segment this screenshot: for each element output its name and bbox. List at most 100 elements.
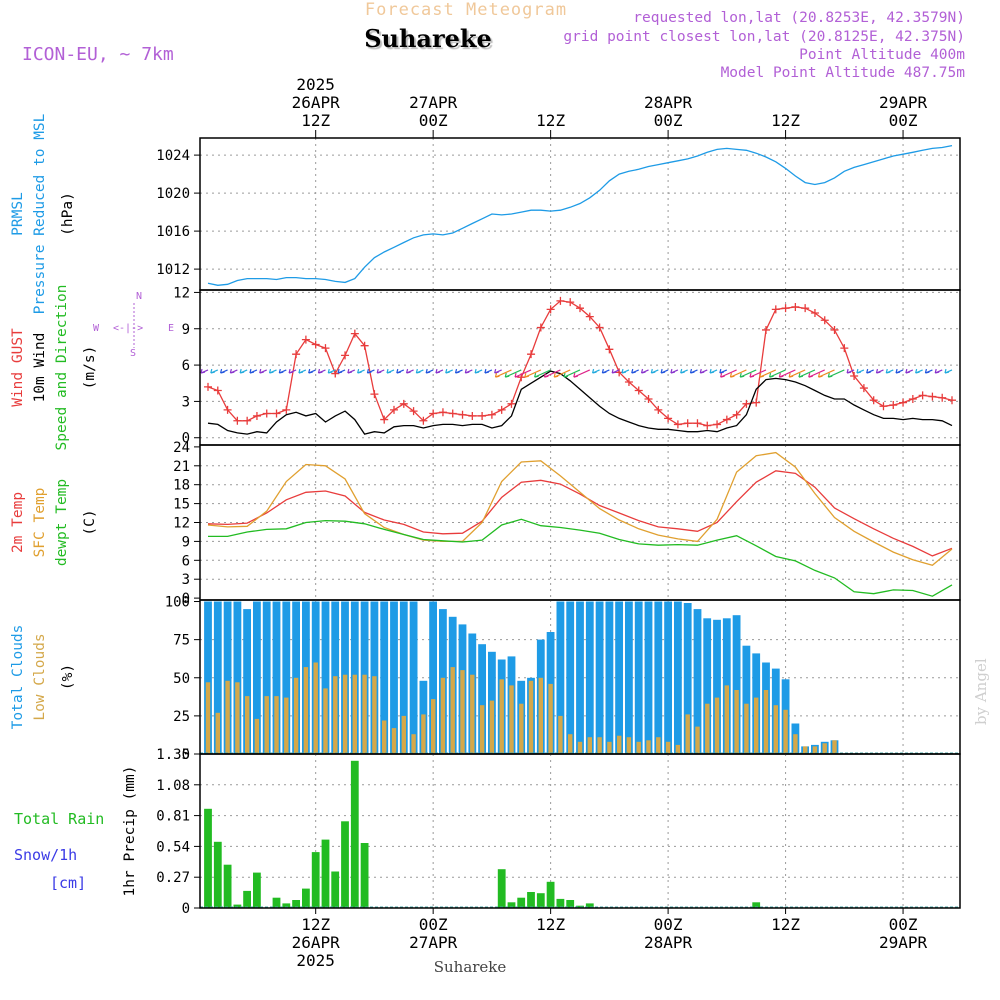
series-line-wind-gust <box>207 300 953 427</box>
bar-total-rain <box>321 839 330 908</box>
bar-total-clouds <box>380 601 389 754</box>
gust-marker <box>292 350 301 359</box>
bottom-time-label: 00Z <box>889 915 918 934</box>
gust-marker <box>624 378 633 387</box>
wind-direction-arrow <box>817 369 835 378</box>
bar-low-clouds <box>293 677 299 754</box>
bar-low-clouds <box>372 676 377 754</box>
y-tick-label: 12 <box>173 285 190 301</box>
gust-marker <box>468 411 477 420</box>
bar-total-rain <box>752 902 761 908</box>
bar-low-clouds <box>362 674 367 754</box>
top-time-label: 2025 <box>296 75 335 94</box>
compass-e: E <box>168 323 174 334</box>
axis-label: Total Rain <box>14 810 104 828</box>
y-tick-label: 18 <box>173 478 190 494</box>
wind-direction-arrow <box>729 369 747 378</box>
top-time-label: 12Z <box>536 111 565 130</box>
wind-direction-arrow <box>788 369 806 378</box>
axis-label: SFC Temp <box>32 488 48 558</box>
wind-direction-arrow <box>905 368 914 374</box>
wind-direction-arrow <box>259 368 267 374</box>
compass-w: W <box>93 323 100 334</box>
bar-total-clouds <box>703 618 712 754</box>
top-time-label: 00Z <box>654 111 683 130</box>
top-time-label: 00Z <box>889 111 918 130</box>
y-tick-label: 100 <box>165 595 190 611</box>
wind-direction-arrow <box>719 368 728 374</box>
wind-direction-arrow <box>640 368 649 374</box>
bar-total-rain <box>566 900 575 908</box>
bar-low-clouds <box>812 746 818 754</box>
wind-direction-arrow <box>699 368 708 374</box>
gust-marker <box>791 302 800 311</box>
wind-direction-arrow <box>494 369 512 378</box>
bar-total-clouds <box>615 601 623 754</box>
bar-total-clouds <box>243 609 251 754</box>
bar-total-rain <box>556 898 565 908</box>
bar-low-clouds <box>479 705 485 754</box>
gust-marker <box>458 410 467 419</box>
wind-direction-arrow <box>268 368 277 374</box>
wind-direction-arrow <box>739 369 757 378</box>
wind-direction-arrow <box>435 368 444 374</box>
y-tick-label: 0 <box>182 747 190 763</box>
bar-low-clouds <box>754 697 759 754</box>
y-tick-label: 1.08 <box>156 778 190 794</box>
bar-low-clouds <box>577 741 583 754</box>
bar-low-clouds <box>832 740 837 754</box>
y-tick-label: 1012 <box>156 262 190 278</box>
wind-direction-arrow <box>464 368 473 374</box>
gust-marker <box>762 325 770 334</box>
gust-marker <box>438 408 447 417</box>
unit-label: (C) <box>82 509 98 535</box>
bar-low-clouds <box>352 674 357 754</box>
wind-direction-arrow <box>474 368 483 374</box>
y-tick-label: 1024 <box>156 148 190 164</box>
bar-low-clouds <box>803 746 808 754</box>
wind-direction-arrow <box>885 368 894 374</box>
bar-low-clouds <box>568 734 573 754</box>
wind-direction-arrow <box>553 369 571 378</box>
axis-label: [cm] <box>50 874 86 892</box>
y-tick-label: 3 <box>182 572 190 588</box>
wind-direction-arrow <box>200 368 209 374</box>
bar-total-rain <box>223 864 232 908</box>
bar-total-clouds <box>625 601 633 754</box>
gust-marker <box>869 396 878 405</box>
bar-low-clouds <box>685 714 690 754</box>
wind-direction-arrow <box>915 368 923 374</box>
bar-low-clouds <box>284 697 289 754</box>
gust-marker <box>752 398 761 407</box>
wind-direction-arrow <box>317 368 326 374</box>
wind-direction-arrow <box>631 368 639 374</box>
panel-precipitation: 0 0.27 0.54 0.81 1.08 1.35 Total Rain Snow/1h [c… <box>14 747 961 917</box>
series-line-prmsl <box>207 144 953 286</box>
bar-total-rain <box>507 902 516 908</box>
gust-marker <box>850 371 859 380</box>
bottom-time-label: 00Z <box>419 915 448 934</box>
gust-marker <box>801 304 810 313</box>
gust-marker <box>673 420 682 429</box>
bar-low-clouds <box>744 703 749 754</box>
bar-total-rain <box>517 897 526 908</box>
series-line-sfc-temp <box>207 451 953 567</box>
bar-total-clouds <box>292 601 300 754</box>
gust-marker <box>605 345 614 354</box>
wind-direction-arrow <box>357 368 365 374</box>
bar-low-clouds <box>587 737 592 754</box>
bar-total-clouds <box>223 601 232 754</box>
bottom-time-label: 12Z <box>536 915 565 934</box>
gust-marker <box>810 309 819 318</box>
gust-marker <box>360 341 369 350</box>
bar-total-clouds <box>253 601 261 754</box>
gust-marker <box>664 414 673 423</box>
bar-low-clouds <box>558 715 563 754</box>
wind-direction-arrow <box>288 368 297 374</box>
wind-direction-arrow <box>591 368 600 374</box>
bar-total-rain <box>253 872 261 908</box>
top-time-label: 12Z <box>301 111 330 130</box>
bar-total-clouds <box>654 601 663 754</box>
y-tick-label: 0.27 <box>156 870 190 886</box>
